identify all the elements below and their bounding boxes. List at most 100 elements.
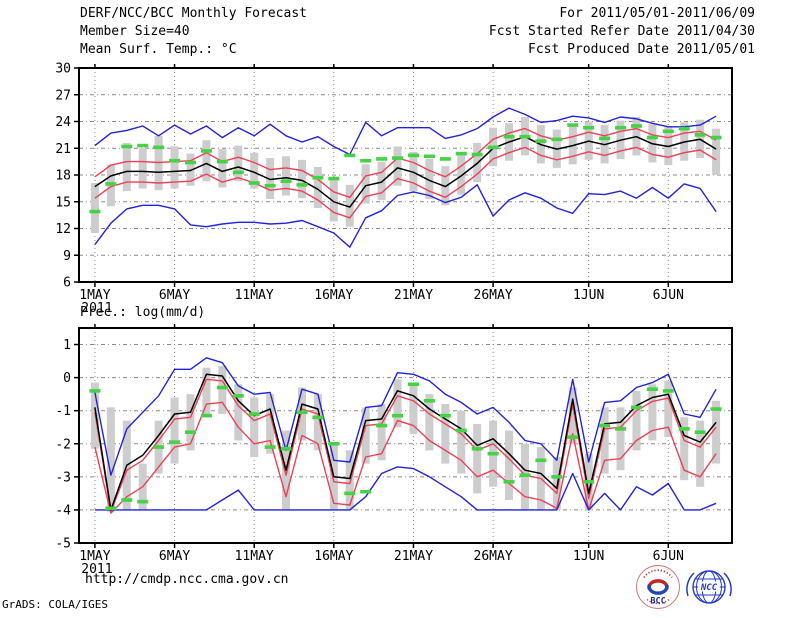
panel-frame (78, 327, 733, 544)
ensemble-spread-bar (329, 178, 338, 222)
obs-dash (567, 435, 579, 439)
obs-dash (551, 137, 563, 142)
ensemble-spread-bar (250, 152, 259, 189)
ensemble-spread-bar (473, 423, 482, 494)
temperature-panel-title: Mean Surf. Temp.: °C (80, 42, 237, 57)
y-tick-label: 6 (63, 276, 71, 291)
obs-dash (169, 158, 181, 163)
ensemble-spread-bar (377, 404, 386, 461)
obs-dash (471, 446, 483, 451)
ensemble-spread-bar (696, 420, 705, 487)
x-tick-sublabel: 2011 (81, 562, 112, 577)
obs-dash (487, 451, 499, 456)
y-tick-label: 24 (55, 115, 71, 130)
obs-dash (153, 445, 165, 449)
y-tick-label: 27 (55, 88, 71, 103)
obs-dash (407, 153, 419, 158)
obs-dash (153, 145, 165, 150)
ensemble-spread-bar (712, 400, 721, 464)
ensemble-spread-bar (377, 161, 386, 200)
ensemble-spread-bar (234, 384, 243, 441)
ensemble-spread-bar (186, 394, 195, 451)
obs-dash (216, 385, 228, 390)
ensemble-spread-bar (632, 390, 641, 451)
obs-dash (200, 413, 212, 418)
ncc-label-band (698, 581, 720, 592)
obs-dash (694, 133, 706, 137)
ensemble-spread-bar (90, 183, 99, 233)
obs-dash (137, 499, 149, 504)
bcc-logo: BCC (636, 565, 680, 609)
obs-dash (630, 405, 642, 410)
y-tick-label: 18 (55, 169, 71, 184)
obs-dash (89, 209, 101, 214)
ensemble-spread-bar (202, 367, 211, 418)
obs-dash (392, 156, 404, 160)
ensemble-spread-bar (664, 380, 673, 438)
ensemble-spread-bar (313, 166, 322, 208)
x-tick-label: 16MAY (314, 288, 353, 303)
ensemble-max-line (94, 107, 717, 156)
obs-dash (296, 410, 308, 415)
obs-dash (551, 475, 563, 479)
bcc-swirl-blue (647, 584, 669, 595)
obs-dash (200, 149, 212, 153)
x-tick-label: 1MAY (79, 549, 110, 564)
x-tick-sublabel: 2011 (81, 301, 112, 316)
ncc-logo: NCC (686, 570, 732, 604)
ensemble-spread-bar (250, 397, 259, 457)
obs-dash (360, 158, 372, 163)
obs-dash (599, 136, 611, 141)
fcst-produced-date-label: Fcst Produced Date 2011/05/01 (528, 42, 755, 57)
ensemble-spread-bar (138, 148, 147, 189)
y-tick-label: 15 (55, 195, 71, 210)
x-tick-label: 26MAY (474, 549, 513, 564)
obs-dash (264, 183, 276, 188)
ensemble-spread-bar (282, 156, 291, 196)
ensemble-spread-bar (345, 184, 354, 227)
x-tick-label: 26MAY (474, 288, 513, 303)
obs-dash (503, 480, 515, 484)
precip-panel-title: Prec.: log(mm/d) (80, 305, 206, 320)
y-tick-label: -2 (55, 437, 71, 452)
obs-dash (519, 134, 531, 139)
ensemble-spread-bar (345, 450, 354, 510)
y-tick-label: -4 (55, 503, 71, 518)
obs-dash (710, 135, 722, 140)
ensemble-spread-bar (441, 404, 450, 464)
x-tick-label: 21MAY (394, 288, 433, 303)
x-tick-label: 16MAY (314, 549, 353, 564)
ensemble-spread-bar (361, 164, 370, 204)
x-tick-label: 6MAY (159, 549, 190, 564)
ensemble-spread-bar (234, 145, 243, 182)
x-tick-label: 6MAY (159, 288, 190, 303)
ensemble-mean-line (94, 373, 717, 511)
upper-quartile-line (94, 127, 717, 199)
y-tick-label: -5 (55, 537, 71, 552)
obs-dash (519, 473, 531, 477)
y-tick-label: 12 (55, 222, 71, 237)
y-tick-label: 9 (63, 249, 71, 264)
fcst-start-date-label: Fcst Started Refer Date 2011/04/30 (488, 24, 755, 39)
obs-dash (487, 145, 499, 150)
obs-dash (105, 506, 117, 511)
obs-dash (216, 159, 228, 164)
obs-dash (328, 176, 340, 181)
y-tick-label: 1 (63, 338, 71, 353)
obs-dash (312, 415, 324, 420)
ensemble-spread-bar (170, 397, 179, 464)
ensemble-spread-bar (409, 151, 418, 192)
obs-dash (535, 139, 547, 143)
obs-dash (392, 413, 404, 418)
ensemble-spread-bar (202, 140, 211, 182)
obs-dash (599, 423, 611, 428)
ensemble-spread-bar (505, 430, 514, 500)
panel-frame (78, 67, 733, 283)
ensemble-spread-bar (409, 384, 418, 434)
obs-dash (583, 480, 595, 484)
obs-dash (184, 160, 196, 165)
ensemble-spread-bar (218, 149, 227, 188)
bcc-logo-label: BCC (650, 597, 665, 607)
